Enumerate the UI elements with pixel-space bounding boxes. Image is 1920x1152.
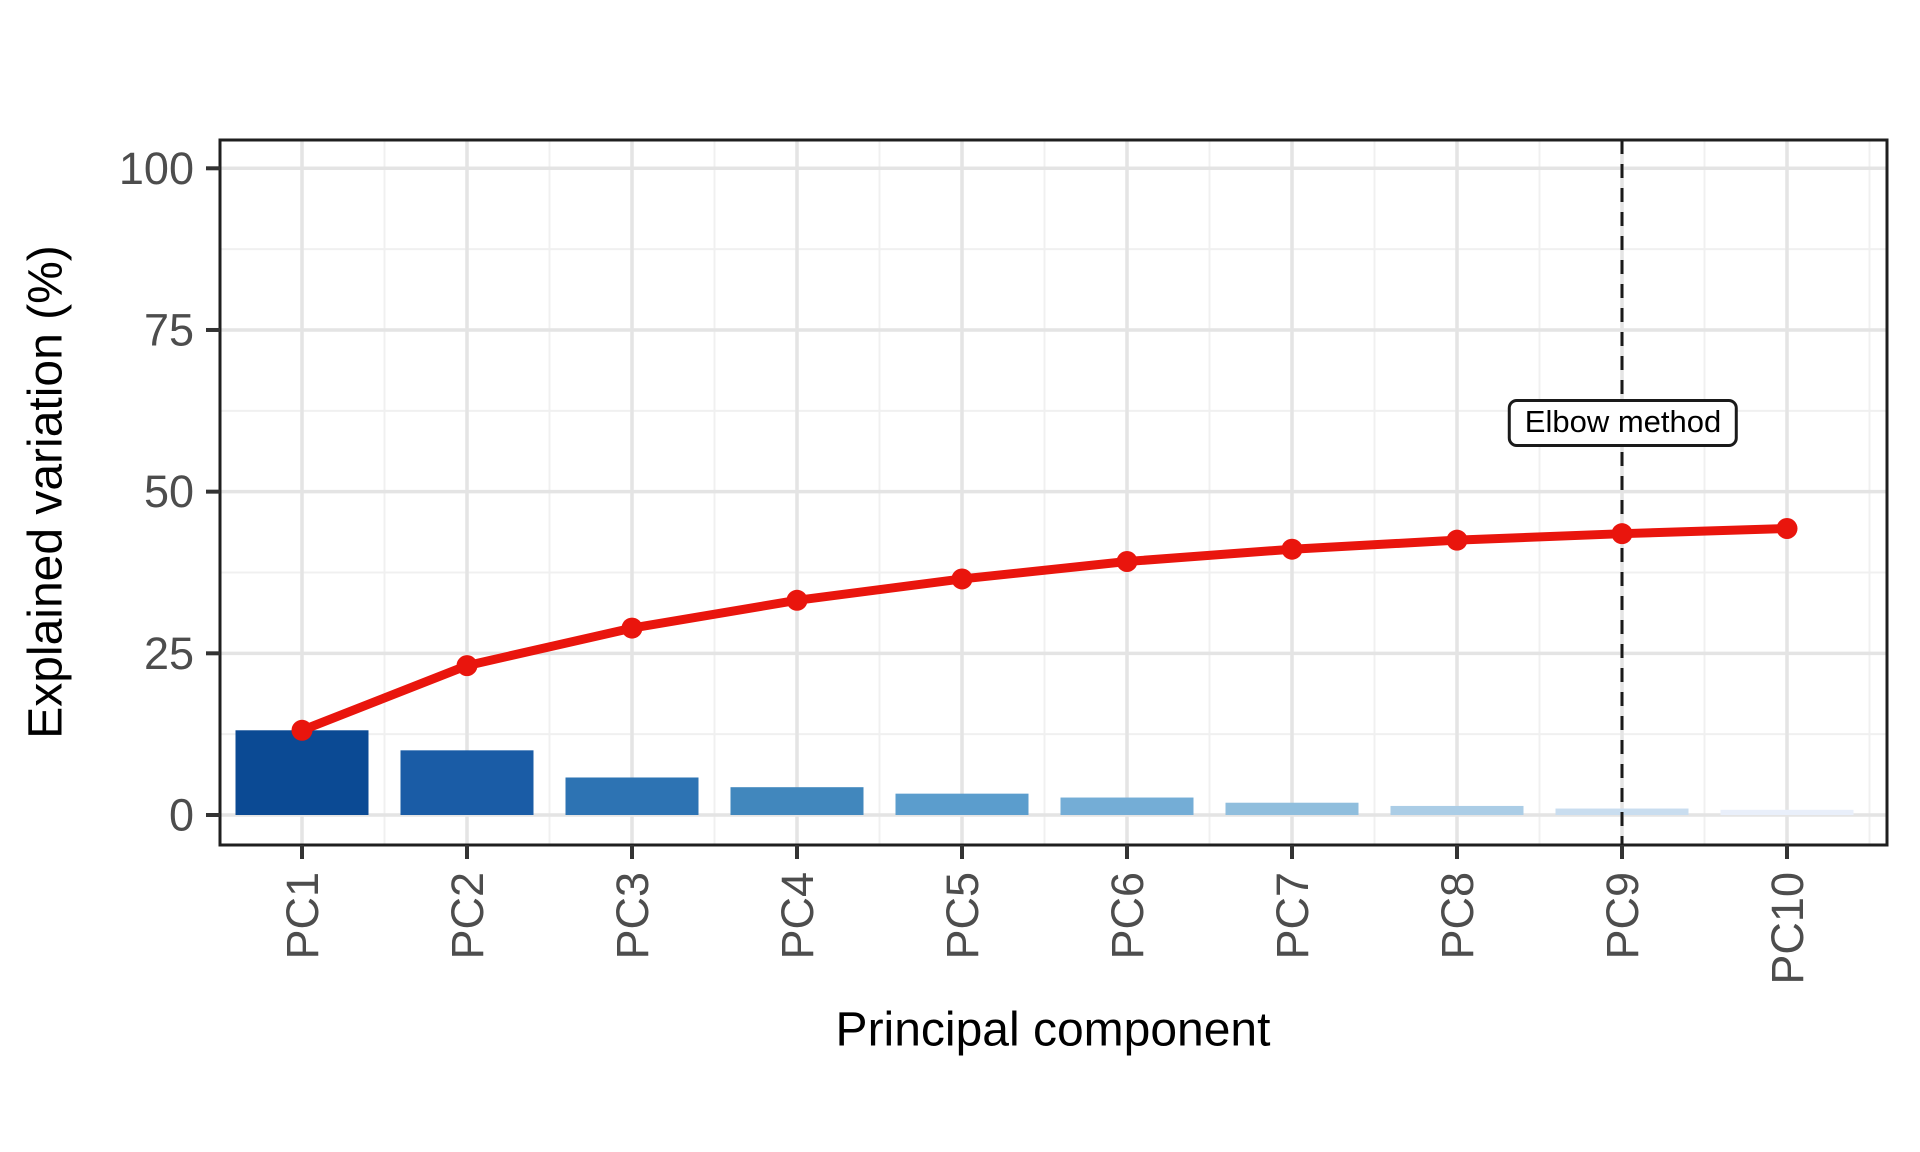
x-tick-label-PC9: PC9 xyxy=(1597,872,1648,960)
bar-PC5 xyxy=(895,793,1029,815)
y-tick-label-50: 50 xyxy=(144,466,194,517)
cumulative-point-PC6 xyxy=(1116,550,1138,572)
cumulative-point-PC10 xyxy=(1776,518,1798,540)
cumulative-point-PC5 xyxy=(951,568,973,590)
x-tick-label-PC1: PC1 xyxy=(277,872,328,960)
cumulative-point-PC3 xyxy=(621,617,643,639)
bar-PC10 xyxy=(1720,809,1854,815)
cumulative-point-PC1 xyxy=(291,719,313,741)
bar-PC3 xyxy=(565,777,699,815)
x-tick-label-PC4: PC4 xyxy=(772,872,823,960)
cumulative-point-PC8 xyxy=(1446,529,1468,551)
cumulative-point-PC7 xyxy=(1281,538,1303,560)
bar-PC9 xyxy=(1555,808,1689,815)
cumulative-point-PC4 xyxy=(786,589,808,611)
bar-PC8 xyxy=(1390,805,1524,815)
x-tick-label-PC8: PC8 xyxy=(1432,872,1483,960)
cumulative-line xyxy=(297,524,1792,735)
x-tick-label-PC2: PC2 xyxy=(442,872,493,960)
cumulative-point-PC2 xyxy=(456,655,478,677)
x-axis-title: Principal component xyxy=(835,1003,1271,1057)
y-tick-label-0: 0 xyxy=(169,790,194,841)
y-tick-label-25: 25 xyxy=(144,628,194,679)
cumulative-point-PC9 xyxy=(1611,523,1633,545)
bar-PC1 xyxy=(235,730,369,815)
x-tick-label-PC5: PC5 xyxy=(937,872,988,960)
elbow-method-label: Elbow method xyxy=(1507,399,1739,447)
y-tick-label-100: 100 xyxy=(119,143,194,194)
x-tick-label-PC3: PC3 xyxy=(607,872,658,960)
x-tick-label-PC7: PC7 xyxy=(1267,872,1318,960)
x-tick-label-PC10: PC10 xyxy=(1762,872,1813,985)
bar-PC2 xyxy=(400,750,534,815)
bar-PC7 xyxy=(1225,802,1359,815)
x-tick-label-PC6: PC6 xyxy=(1102,872,1153,960)
y-tick-label-75: 75 xyxy=(144,304,194,355)
bar-PC6 xyxy=(1060,797,1194,815)
y-axis-title: Explained variation (%) xyxy=(19,245,73,739)
bar-PC4 xyxy=(730,787,864,815)
